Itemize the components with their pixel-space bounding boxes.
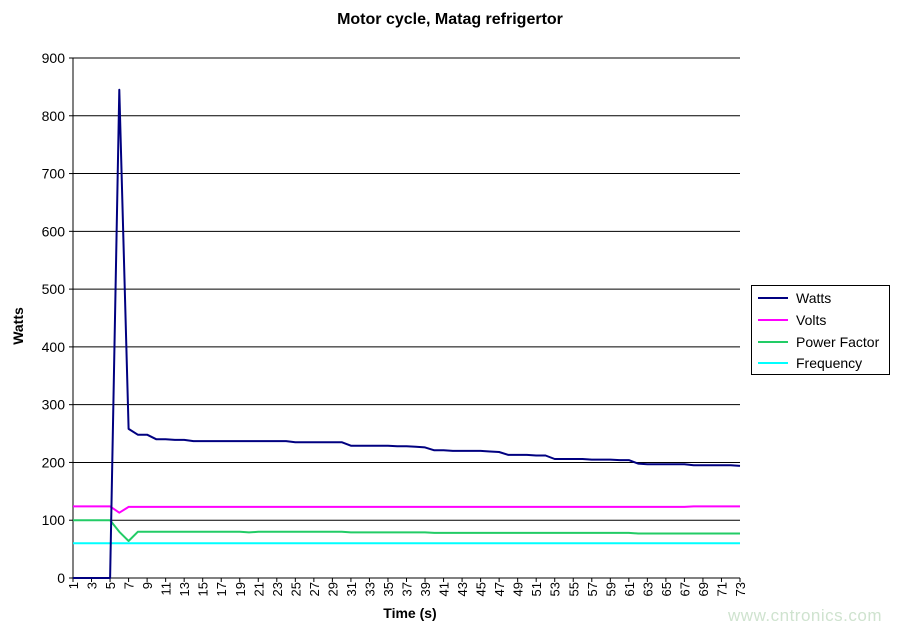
x-tick-label: 17 <box>214 582 229 596</box>
y-tick-label: 500 <box>42 281 66 297</box>
x-tick-label: 47 <box>492 582 507 596</box>
y-tick-label: 100 <box>42 512 66 528</box>
legend-item-power-factor: Power Factor <box>758 332 879 352</box>
x-tick-label: 45 <box>474 582 489 596</box>
legend-swatch <box>758 362 788 364</box>
x-tick-label: 43 <box>455 582 470 596</box>
x-tick-label: 63 <box>640 582 655 596</box>
x-tick-label: 1 <box>66 582 81 589</box>
legend-label: Volts <box>796 312 827 328</box>
x-tick-label: 5 <box>103 582 118 589</box>
x-tick-label: 23 <box>270 582 285 596</box>
y-tick-label: 700 <box>42 166 66 182</box>
legend-label: Power Factor <box>796 334 880 350</box>
x-tick-label: 31 <box>344 582 359 596</box>
legend-swatch <box>758 319 788 321</box>
series-line-power-factor <box>73 519 740 542</box>
x-tick-label: 19 <box>233 582 248 596</box>
x-tick-label: 13 <box>177 582 192 596</box>
x-tick-label: 69 <box>696 582 711 596</box>
legend-item-volts: Volts <box>758 310 826 330</box>
x-tick-label: 3 <box>85 582 100 589</box>
x-tick-label: 15 <box>196 582 211 596</box>
x-tick-label: 67 <box>677 582 692 596</box>
watermark: www.cntronics.com <box>728 606 882 625</box>
x-tick-label: 9 <box>140 582 155 589</box>
x-tick-label: 39 <box>418 582 433 596</box>
legend: Watts Volts Power Factor Frequency <box>751 285 890 375</box>
x-tick-label: 51 <box>529 582 544 596</box>
series-line-watts <box>73 88 741 579</box>
x-tick-label: 61 <box>622 582 637 596</box>
x-tick-label: 49 <box>511 582 526 596</box>
x-tick-label: 57 <box>585 582 600 596</box>
x-tick-label: 37 <box>400 582 415 596</box>
legend-swatch <box>758 341 788 343</box>
x-tick-label: 55 <box>566 582 581 596</box>
x-axis-label: Time (s) <box>383 605 437 621</box>
chart-title: Motor cycle, Matag refrigertor <box>337 11 563 28</box>
y-axis-label: Watts <box>10 307 26 345</box>
x-tick-label: 25 <box>288 582 303 596</box>
series-line-volts <box>73 505 740 514</box>
y-tick-label: 0 <box>57 570 65 586</box>
legend-item-frequency: Frequency <box>758 353 862 373</box>
y-tick-label: 800 <box>42 108 66 124</box>
x-tick-label: 21 <box>251 582 266 596</box>
x-tick-label: 59 <box>603 582 618 596</box>
x-tick-label: 33 <box>362 582 377 596</box>
legend-label: Watts <box>796 290 832 306</box>
x-tick-label: 35 <box>381 582 396 596</box>
y-tick-label: 200 <box>42 454 66 470</box>
x-tick-label: 29 <box>325 582 340 596</box>
legend-item-watts: Watts <box>758 288 831 308</box>
y-tick-label: 600 <box>42 223 66 239</box>
legend-swatch <box>758 297 788 299</box>
y-tick-label: 900 <box>42 50 66 66</box>
x-tick-label: 7 <box>122 582 137 589</box>
x-tick-label: 65 <box>659 582 674 596</box>
x-tick-label: 27 <box>307 582 322 596</box>
y-tick-label: 300 <box>42 397 66 413</box>
x-tick-label: 41 <box>437 582 452 596</box>
x-tick-label: 71 <box>714 582 729 596</box>
x-tick-label: 53 <box>548 582 563 596</box>
x-tick-label: 73 <box>733 582 748 596</box>
legend-label: Frequency <box>796 355 863 371</box>
y-tick-label: 400 <box>42 339 66 355</box>
x-tick-label: 11 <box>159 582 174 596</box>
